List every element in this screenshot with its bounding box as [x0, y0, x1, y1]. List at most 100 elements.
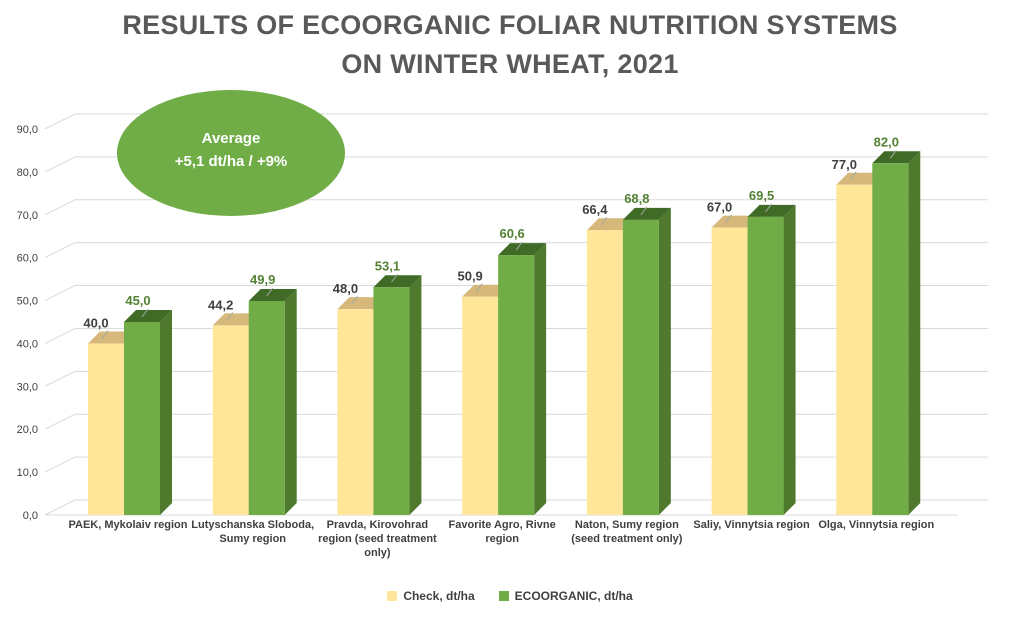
chart-title-line-1: RESULTS OF ECOORGANIC FOLIAR NUTRITION S…: [122, 10, 898, 40]
y-tick-label: 60,0: [17, 253, 38, 265]
bar-check-1: [212, 325, 249, 515]
y-tick-label: 50,0: [17, 296, 38, 308]
gridline-depth: [44, 285, 76, 302]
gridline-depth: [44, 413, 76, 430]
bar-eco-top-0: [124, 310, 172, 322]
data-label-leader-ecoorganic: [640, 206, 648, 216]
bar-eco-side-0: [160, 310, 172, 515]
legend-swatch-ecoorganic: [498, 591, 509, 601]
y-tick-label: 20,0: [17, 424, 38, 436]
gridline-depth: [44, 456, 76, 473]
legend-swatch-check: [387, 591, 398, 601]
data-label-leader-check: [226, 312, 234, 321]
data-label-check: 40,0: [83, 315, 108, 330]
bar-eco-top-5: [747, 204, 796, 217]
bar-eco-top-3: [498, 243, 547, 256]
data-label-leader-check: [475, 283, 483, 292]
legend-item-ecoorganic: ECOORGANIC, dt/ha: [498, 589, 633, 603]
gridline-depth: [44, 499, 76, 516]
bar-eco-side-6: [908, 151, 921, 516]
y-tick-label: 40,0: [17, 338, 38, 350]
y-tick-label: 30,0: [17, 381, 38, 393]
bar-eco-3: [498, 255, 535, 516]
bar-eco-0: [124, 322, 160, 515]
data-label-ecoorganic: 49,9: [250, 272, 275, 287]
x-category-label: only): [364, 547, 391, 559]
data-label-leader-ecoorganic: [391, 273, 398, 283]
bar-check-4: [586, 230, 623, 515]
average-callout-title: Average: [202, 130, 261, 147]
data-label-ecoorganic: 60,6: [499, 226, 524, 241]
x-category-label: region: [485, 533, 519, 545]
data-label-leader-ecoorganic: [765, 203, 772, 213]
data-label-ecoorganic: 68,8: [624, 191, 649, 206]
bar-eco-side-2: [409, 275, 422, 515]
gridline-depth: [44, 156, 76, 173]
data-label-check: 50,9: [457, 269, 482, 284]
chart-legend: Check, dt/ha ECOORGANIC, dt/ha: [0, 589, 1020, 603]
x-category-label: Pravda, Kirovohrad: [327, 519, 428, 531]
data-label-leader-check: [351, 295, 358, 305]
x-category-label: PAEK, Mykolaiv region: [69, 519, 188, 531]
bar-eco-4: [622, 219, 659, 515]
data-label-leader-ecoorganic: [266, 287, 274, 297]
data-label-ecoorganic: 45,0: [125, 293, 150, 308]
x-category-label: Naton, Sumy region: [575, 519, 679, 531]
bar-eco-top-1: [248, 288, 297, 301]
data-label-leader-check: [725, 214, 732, 223]
data-label-check: 66,4: [582, 202, 608, 217]
y-tick-label: 80,0: [17, 167, 38, 179]
average-callout: [117, 90, 345, 216]
x-category-label: Favorite Agro, Rivne: [449, 519, 556, 531]
data-label-leader-check: [101, 330, 109, 339]
gridline-depth: [44, 199, 76, 216]
gridline-depth: [44, 113, 76, 130]
bar-eco-side-5: [783, 204, 796, 515]
y-tick-label: 10,0: [17, 467, 38, 479]
data-label-check: 67,0: [707, 200, 732, 215]
data-label-leader-ecoorganic: [889, 150, 897, 159]
data-label-ecoorganic: 53,1: [375, 258, 400, 273]
gridline-depth: [44, 370, 76, 387]
legend-label-ecoorganic: ECOORGANIC, dt/ha: [514, 589, 633, 603]
y-tick-label: 70,0: [17, 210, 38, 222]
bar-check-2: [337, 309, 374, 515]
bar-eco-6: [872, 163, 909, 516]
x-category-label: Olga, Vinnytsia region: [818, 519, 934, 531]
bar-check-0: [88, 343, 124, 515]
x-category-label: (seed treatment only): [571, 533, 683, 545]
data-label-leader-ecoorganic: [141, 308, 149, 318]
data-label-leader-check: [600, 216, 608, 226]
data-label-check: 44,2: [208, 297, 233, 312]
y-tick-label: 90,0: [17, 124, 38, 136]
y-tick-label: 0,0: [23, 510, 38, 522]
data-label-check: 48,0: [333, 281, 358, 296]
bar-check-5: [711, 227, 748, 515]
data-label-check: 77,0: [832, 157, 857, 172]
bar-eco-side-4: [658, 207, 671, 515]
x-category-label: Saliy, Vinnytsia region: [693, 519, 810, 531]
x-category-label: Lutyschanska Sloboda,: [191, 519, 314, 531]
data-label-leader-ecoorganic: [515, 241, 523, 251]
chart-title-line-2: ON WINTER WHEAT, 2021: [341, 49, 679, 79]
bar-eco-top-4: [622, 207, 671, 220]
x-category-label: Sumy region: [219, 533, 286, 545]
bar-eco-2: [373, 287, 410, 515]
x-category-label: region (seed treatment: [318, 533, 437, 545]
data-label-ecoorganic: 69,5: [749, 188, 774, 203]
bar-eco-side-1: [284, 288, 297, 515]
bar-eco-top-2: [373, 275, 422, 288]
data-label-leader-check: [849, 171, 857, 181]
average-callout-value: +5,1 dt/ha / +9%: [175, 153, 288, 170]
bar-eco-5: [747, 216, 784, 515]
bar-check-6: [836, 184, 873, 515]
bar-eco-top-6: [872, 151, 921, 164]
data-label-ecoorganic: 82,0: [874, 134, 899, 149]
bar-eco-1: [248, 300, 285, 515]
bar-check-3: [462, 296, 499, 515]
gridline-depth: [44, 242, 76, 259]
legend-label-check: Check, dt/ha: [403, 589, 475, 603]
bar-eco-side-3: [534, 243, 547, 516]
legend-item-check: Check, dt/ha: [387, 589, 475, 603]
